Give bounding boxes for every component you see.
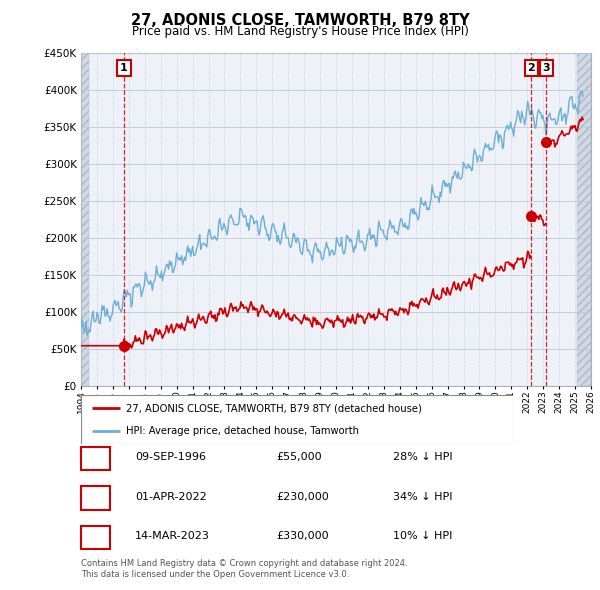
Text: 2: 2: [527, 63, 535, 73]
Text: 10% ↓ HPI: 10% ↓ HPI: [393, 532, 452, 541]
Bar: [577, 53, 591, 386]
Text: £330,000: £330,000: [276, 532, 329, 541]
Text: £55,000: £55,000: [276, 453, 322, 462]
Bar: [81, 53, 89, 386]
Text: 2: 2: [91, 490, 100, 503]
Text: Contains HM Land Registry data © Crown copyright and database right 2024.
This d: Contains HM Land Registry data © Crown c…: [81, 559, 407, 579]
Text: 27, ADONIS CLOSE, TAMWORTH, B79 8TY (detached house): 27, ADONIS CLOSE, TAMWORTH, B79 8TY (det…: [127, 404, 422, 414]
Text: 27, ADONIS CLOSE, TAMWORTH, B79 8TY: 27, ADONIS CLOSE, TAMWORTH, B79 8TY: [131, 13, 469, 28]
Text: 09-SEP-1996: 09-SEP-1996: [135, 453, 206, 462]
Text: 28% ↓ HPI: 28% ↓ HPI: [393, 453, 452, 462]
Text: 01-APR-2022: 01-APR-2022: [135, 492, 207, 502]
Text: 3: 3: [542, 63, 550, 73]
Text: 34% ↓ HPI: 34% ↓ HPI: [393, 492, 452, 502]
Text: Price paid vs. HM Land Registry's House Price Index (HPI): Price paid vs. HM Land Registry's House …: [131, 25, 469, 38]
Text: 3: 3: [91, 530, 100, 543]
Text: 1: 1: [120, 63, 128, 73]
Text: 14-MAR-2023: 14-MAR-2023: [135, 532, 210, 541]
Text: £230,000: £230,000: [276, 492, 329, 502]
Text: HPI: Average price, detached house, Tamworth: HPI: Average price, detached house, Tamw…: [127, 425, 359, 435]
Text: 1: 1: [91, 451, 100, 464]
FancyBboxPatch shape: [81, 395, 513, 444]
